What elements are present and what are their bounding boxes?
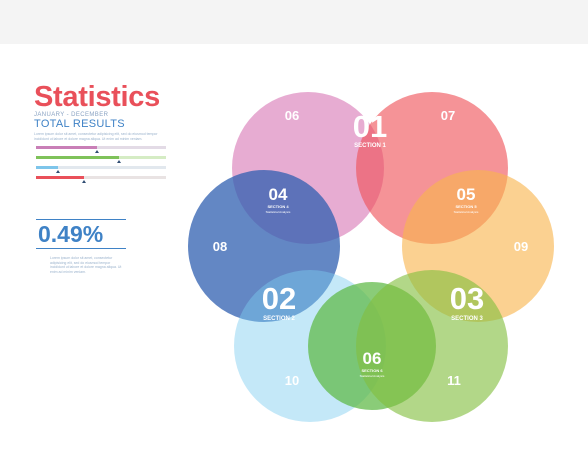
section-label-05: SECTION 5 bbox=[455, 204, 477, 209]
section-label-06: SECTION 6 bbox=[361, 368, 383, 373]
section-label-03: SECTION 3 bbox=[451, 316, 483, 322]
section-number-04: 04 bbox=[269, 185, 288, 204]
section-number-03: 03 bbox=[450, 281, 484, 316]
section-number-02: 02 bbox=[262, 281, 296, 316]
percentage-description: Lorem ipsum dolor sit amet, consectetur … bbox=[50, 256, 122, 274]
progress-bar-1 bbox=[34, 143, 166, 153]
outer-label-07: 07 bbox=[441, 108, 455, 123]
percentage-value: 0.49% bbox=[38, 221, 104, 247]
progress-marker bbox=[56, 170, 61, 173]
page-title: Statistics bbox=[34, 81, 160, 113]
period-label: JANUARY - DECEMBER bbox=[34, 112, 109, 118]
section-caption-05: Statistical Analysis bbox=[454, 210, 479, 214]
progress-track bbox=[36, 176, 166, 179]
outer-label-06: 06 bbox=[285, 108, 299, 123]
progress-marker bbox=[95, 150, 100, 153]
section-label-02: SECTION 2 bbox=[263, 316, 295, 322]
venn-circle-08 bbox=[188, 170, 340, 322]
progress-bar-4 bbox=[34, 173, 166, 183]
outer-label-08: 08 bbox=[213, 239, 227, 254]
progress-fill bbox=[36, 176, 85, 179]
venn-circle-11 bbox=[356, 270, 508, 422]
section-number-06: 06 bbox=[363, 349, 382, 368]
top-band bbox=[0, 0, 588, 44]
section-number-05: 05 bbox=[457, 185, 476, 204]
outer-label-11: 11 bbox=[447, 373, 461, 388]
progress-bar-2 bbox=[34, 153, 166, 163]
stats-panel: Statistics JANUARY - DECEMBER TOTAL RESU… bbox=[34, 81, 174, 183]
outer-label-10: 10 bbox=[285, 373, 299, 388]
section-number-01: 01 bbox=[353, 109, 387, 144]
progress-marker bbox=[82, 180, 87, 183]
progress-marker bbox=[117, 160, 122, 163]
progress-track bbox=[36, 146, 166, 149]
progress-fill bbox=[36, 146, 98, 149]
section-caption-06: Statistical Analysis bbox=[360, 374, 385, 378]
progress-fill bbox=[36, 166, 59, 169]
progress-bar-3 bbox=[34, 163, 166, 173]
section-caption-04: Statistical Analysis bbox=[266, 210, 291, 214]
section-label-04: SECTION 4 bbox=[267, 204, 289, 209]
section-label-01: SECTION 1 bbox=[354, 143, 386, 149]
outer-label-09: 09 bbox=[514, 239, 528, 254]
progress-fill bbox=[36, 156, 120, 159]
progress-track bbox=[36, 166, 166, 169]
total-results-label: TOTAL RESULTS bbox=[34, 118, 125, 130]
header-description: Lorem ipsum dolor sit amet, consectetur … bbox=[34, 132, 158, 141]
percentage-box: 0.49% bbox=[36, 219, 126, 249]
